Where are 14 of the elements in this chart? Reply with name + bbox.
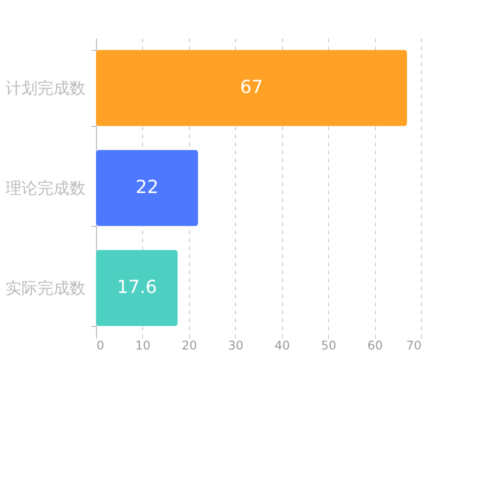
x-tick-label: 40 <box>274 338 290 352</box>
x-tick-label: 50 <box>321 338 336 352</box>
x-tick-label: 0 <box>96 338 104 352</box>
y-tick-label: 理论完成数 <box>6 178 86 198</box>
x-tick-label: 20 <box>182 338 197 352</box>
data-label: 17.6 <box>116 277 157 298</box>
x-tick-label: 70 <box>406 338 422 352</box>
data-label: 67 <box>240 77 263 98</box>
data-label: 22 <box>136 177 159 198</box>
y-tick-label: 实际完成数 <box>6 278 86 298</box>
x-tick-label: 30 <box>228 338 244 352</box>
x-tick-label: 10 <box>135 338 151 352</box>
y-tick-label: 计划完成数 <box>6 78 86 98</box>
x-tick-label: 60 <box>367 338 383 352</box>
